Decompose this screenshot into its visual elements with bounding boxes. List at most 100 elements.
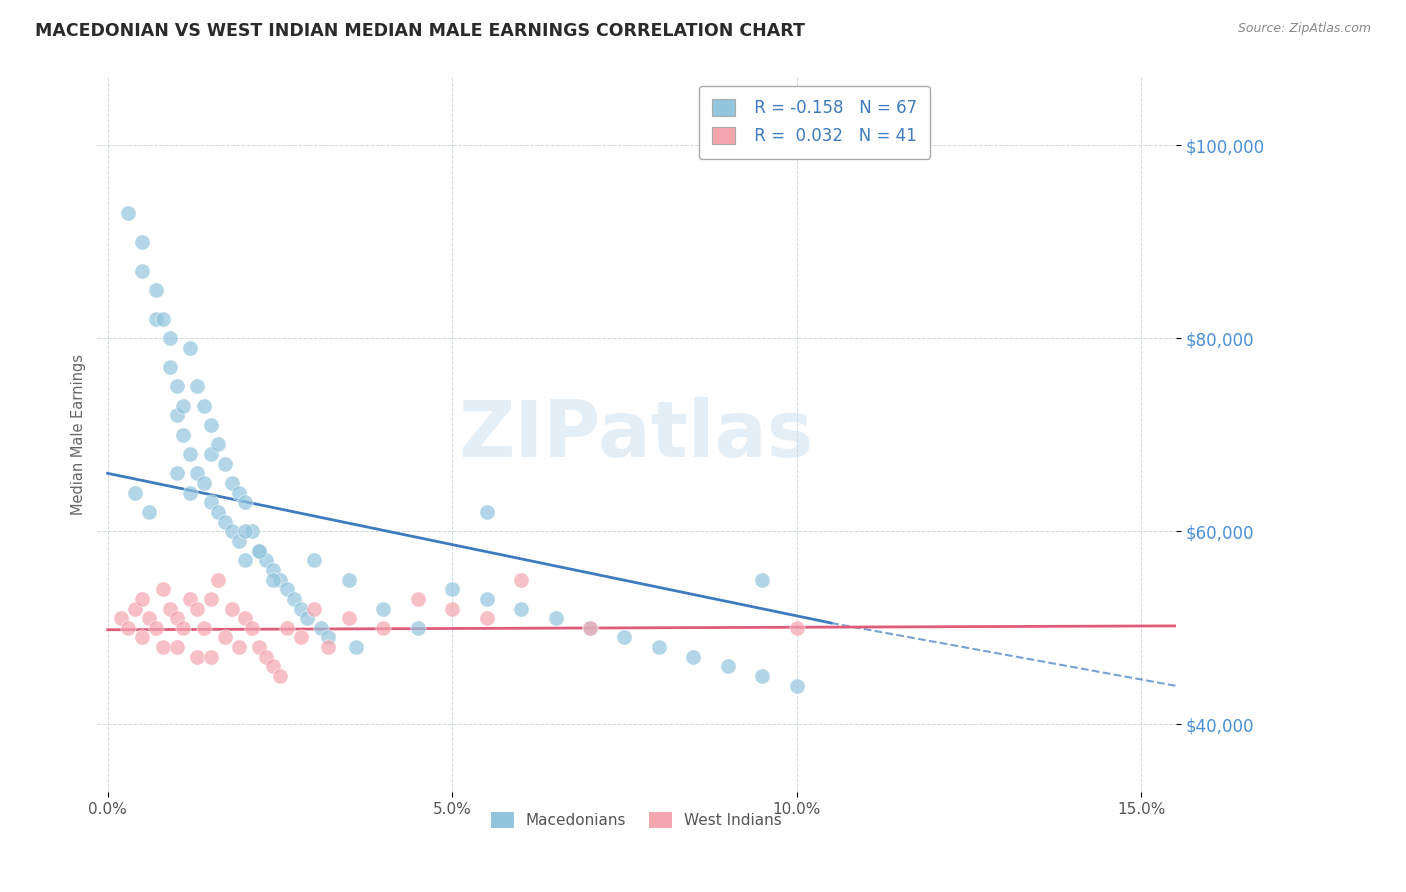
Point — [344, 640, 367, 654]
Point — [579, 621, 602, 635]
Point — [117, 205, 139, 219]
Point — [254, 553, 277, 567]
Point — [207, 573, 229, 587]
Point — [613, 631, 636, 645]
Point — [262, 659, 284, 673]
Point — [152, 640, 174, 654]
Point — [166, 467, 188, 481]
Point — [145, 283, 167, 297]
Point — [172, 621, 194, 635]
Point — [228, 533, 250, 548]
Point — [166, 611, 188, 625]
Point — [131, 263, 153, 277]
Point — [207, 437, 229, 451]
Point — [235, 524, 257, 539]
Point — [214, 631, 236, 645]
Point — [152, 311, 174, 326]
Y-axis label: Median Male Earnings: Median Male Earnings — [72, 354, 86, 516]
Point — [262, 573, 284, 587]
Point — [290, 631, 312, 645]
Point — [316, 631, 339, 645]
Point — [297, 611, 319, 625]
Point — [207, 505, 229, 519]
Point — [276, 621, 298, 635]
Point — [247, 640, 270, 654]
Point — [786, 621, 808, 635]
Point — [124, 485, 146, 500]
Point — [475, 505, 498, 519]
Point — [166, 409, 188, 423]
Point — [290, 601, 312, 615]
Point — [166, 640, 188, 654]
Point — [193, 399, 215, 413]
Point — [124, 601, 146, 615]
Point — [159, 331, 181, 345]
Point — [179, 447, 201, 461]
Legend: Macedonians, West Indians: Macedonians, West Indians — [485, 806, 789, 834]
Point — [117, 621, 139, 635]
Point — [316, 640, 339, 654]
Point — [247, 543, 270, 558]
Point — [262, 563, 284, 577]
Point — [200, 649, 222, 664]
Point — [276, 582, 298, 597]
Point — [682, 649, 704, 664]
Text: MACEDONIAN VS WEST INDIAN MEDIAN MALE EARNINGS CORRELATION CHART: MACEDONIAN VS WEST INDIAN MEDIAN MALE EA… — [35, 22, 806, 40]
Point — [235, 611, 257, 625]
Point — [240, 524, 263, 539]
Point — [152, 582, 174, 597]
Point — [786, 679, 808, 693]
Point — [751, 669, 773, 683]
Point — [200, 495, 222, 509]
Point — [337, 573, 360, 587]
Point — [228, 485, 250, 500]
Point — [138, 505, 160, 519]
Point — [304, 553, 326, 567]
Point — [269, 669, 291, 683]
Point — [186, 601, 208, 615]
Point — [373, 621, 395, 635]
Point — [510, 573, 533, 587]
Text: Source: ZipAtlas.com: Source: ZipAtlas.com — [1237, 22, 1371, 36]
Point — [406, 591, 429, 606]
Point — [269, 573, 291, 587]
Point — [751, 573, 773, 587]
Point — [193, 621, 215, 635]
Point — [221, 601, 243, 615]
Point — [145, 621, 167, 635]
Point — [283, 591, 305, 606]
Point — [200, 447, 222, 461]
Point — [717, 659, 740, 673]
Point — [510, 601, 533, 615]
Point — [166, 379, 188, 393]
Point — [214, 457, 236, 471]
Point — [235, 553, 257, 567]
Point — [186, 379, 208, 393]
Point — [247, 543, 270, 558]
Point — [228, 640, 250, 654]
Point — [145, 311, 167, 326]
Point — [131, 631, 153, 645]
Point — [406, 621, 429, 635]
Text: ZIPatlas: ZIPatlas — [458, 397, 814, 473]
Point — [441, 601, 464, 615]
Point — [337, 611, 360, 625]
Point — [179, 591, 201, 606]
Point — [579, 621, 602, 635]
Point — [200, 418, 222, 433]
Point — [373, 601, 395, 615]
Point — [179, 341, 201, 355]
Point — [214, 515, 236, 529]
Point — [311, 621, 333, 635]
Point — [110, 611, 132, 625]
Point — [240, 621, 263, 635]
Point — [221, 475, 243, 490]
Point — [475, 611, 498, 625]
Point — [131, 591, 153, 606]
Point — [221, 524, 243, 539]
Point — [441, 582, 464, 597]
Point — [186, 467, 208, 481]
Point — [544, 611, 567, 625]
Point — [159, 601, 181, 615]
Point — [193, 475, 215, 490]
